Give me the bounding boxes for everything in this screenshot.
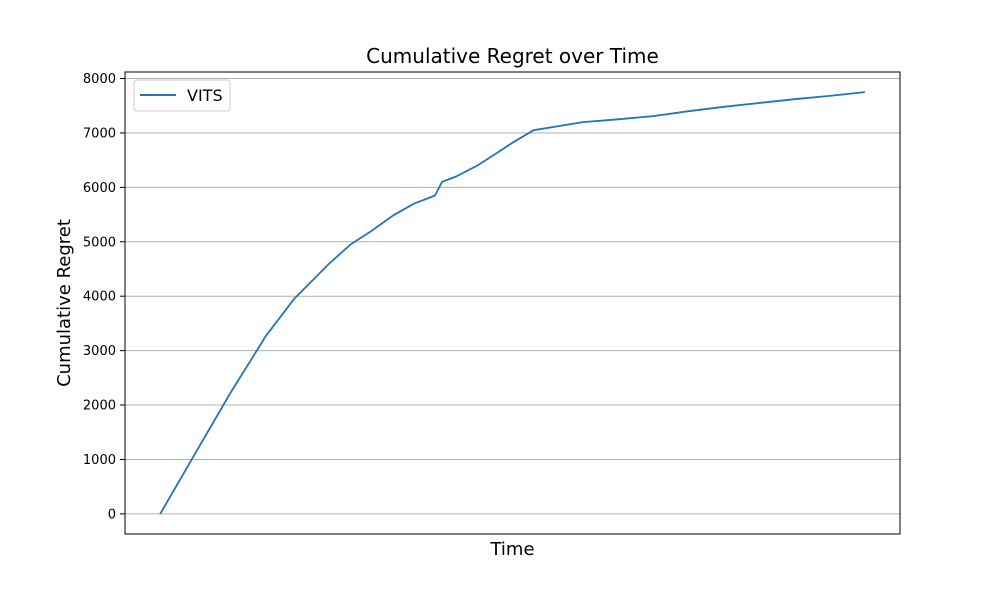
legend-label-vits: VITS (187, 86, 223, 105)
y-tick-label: 8000 (83, 72, 116, 87)
y-tick-label: 2000 (83, 399, 116, 414)
plot-area-frame (124, 71, 901, 535)
series-lines (159, 91, 865, 515)
y-axis-label: Cumulative Regret (54, 219, 75, 387)
series-line-vits (159, 91, 865, 515)
x-axis-label: Time (489, 539, 534, 560)
chart-title: Cumulative Regret over Time (366, 44, 659, 68)
legend-box (133, 79, 231, 112)
y-tick-label: 7000 (83, 126, 116, 141)
y-tick-label: 0 (108, 507, 116, 522)
y-tick-label: 3000 (83, 344, 116, 359)
y-tick-label: 1000 (83, 453, 116, 468)
y-tick-label: 6000 (83, 181, 116, 196)
grid-lines (125, 78, 900, 515)
y-tick-label: 5000 (83, 235, 116, 250)
legend: VITS (133, 79, 231, 112)
y-axis-ticks: 0 1000 2000 3000 4000 5000 6000 7000 8000 (83, 72, 125, 522)
y-tick-label: 4000 (83, 290, 116, 305)
